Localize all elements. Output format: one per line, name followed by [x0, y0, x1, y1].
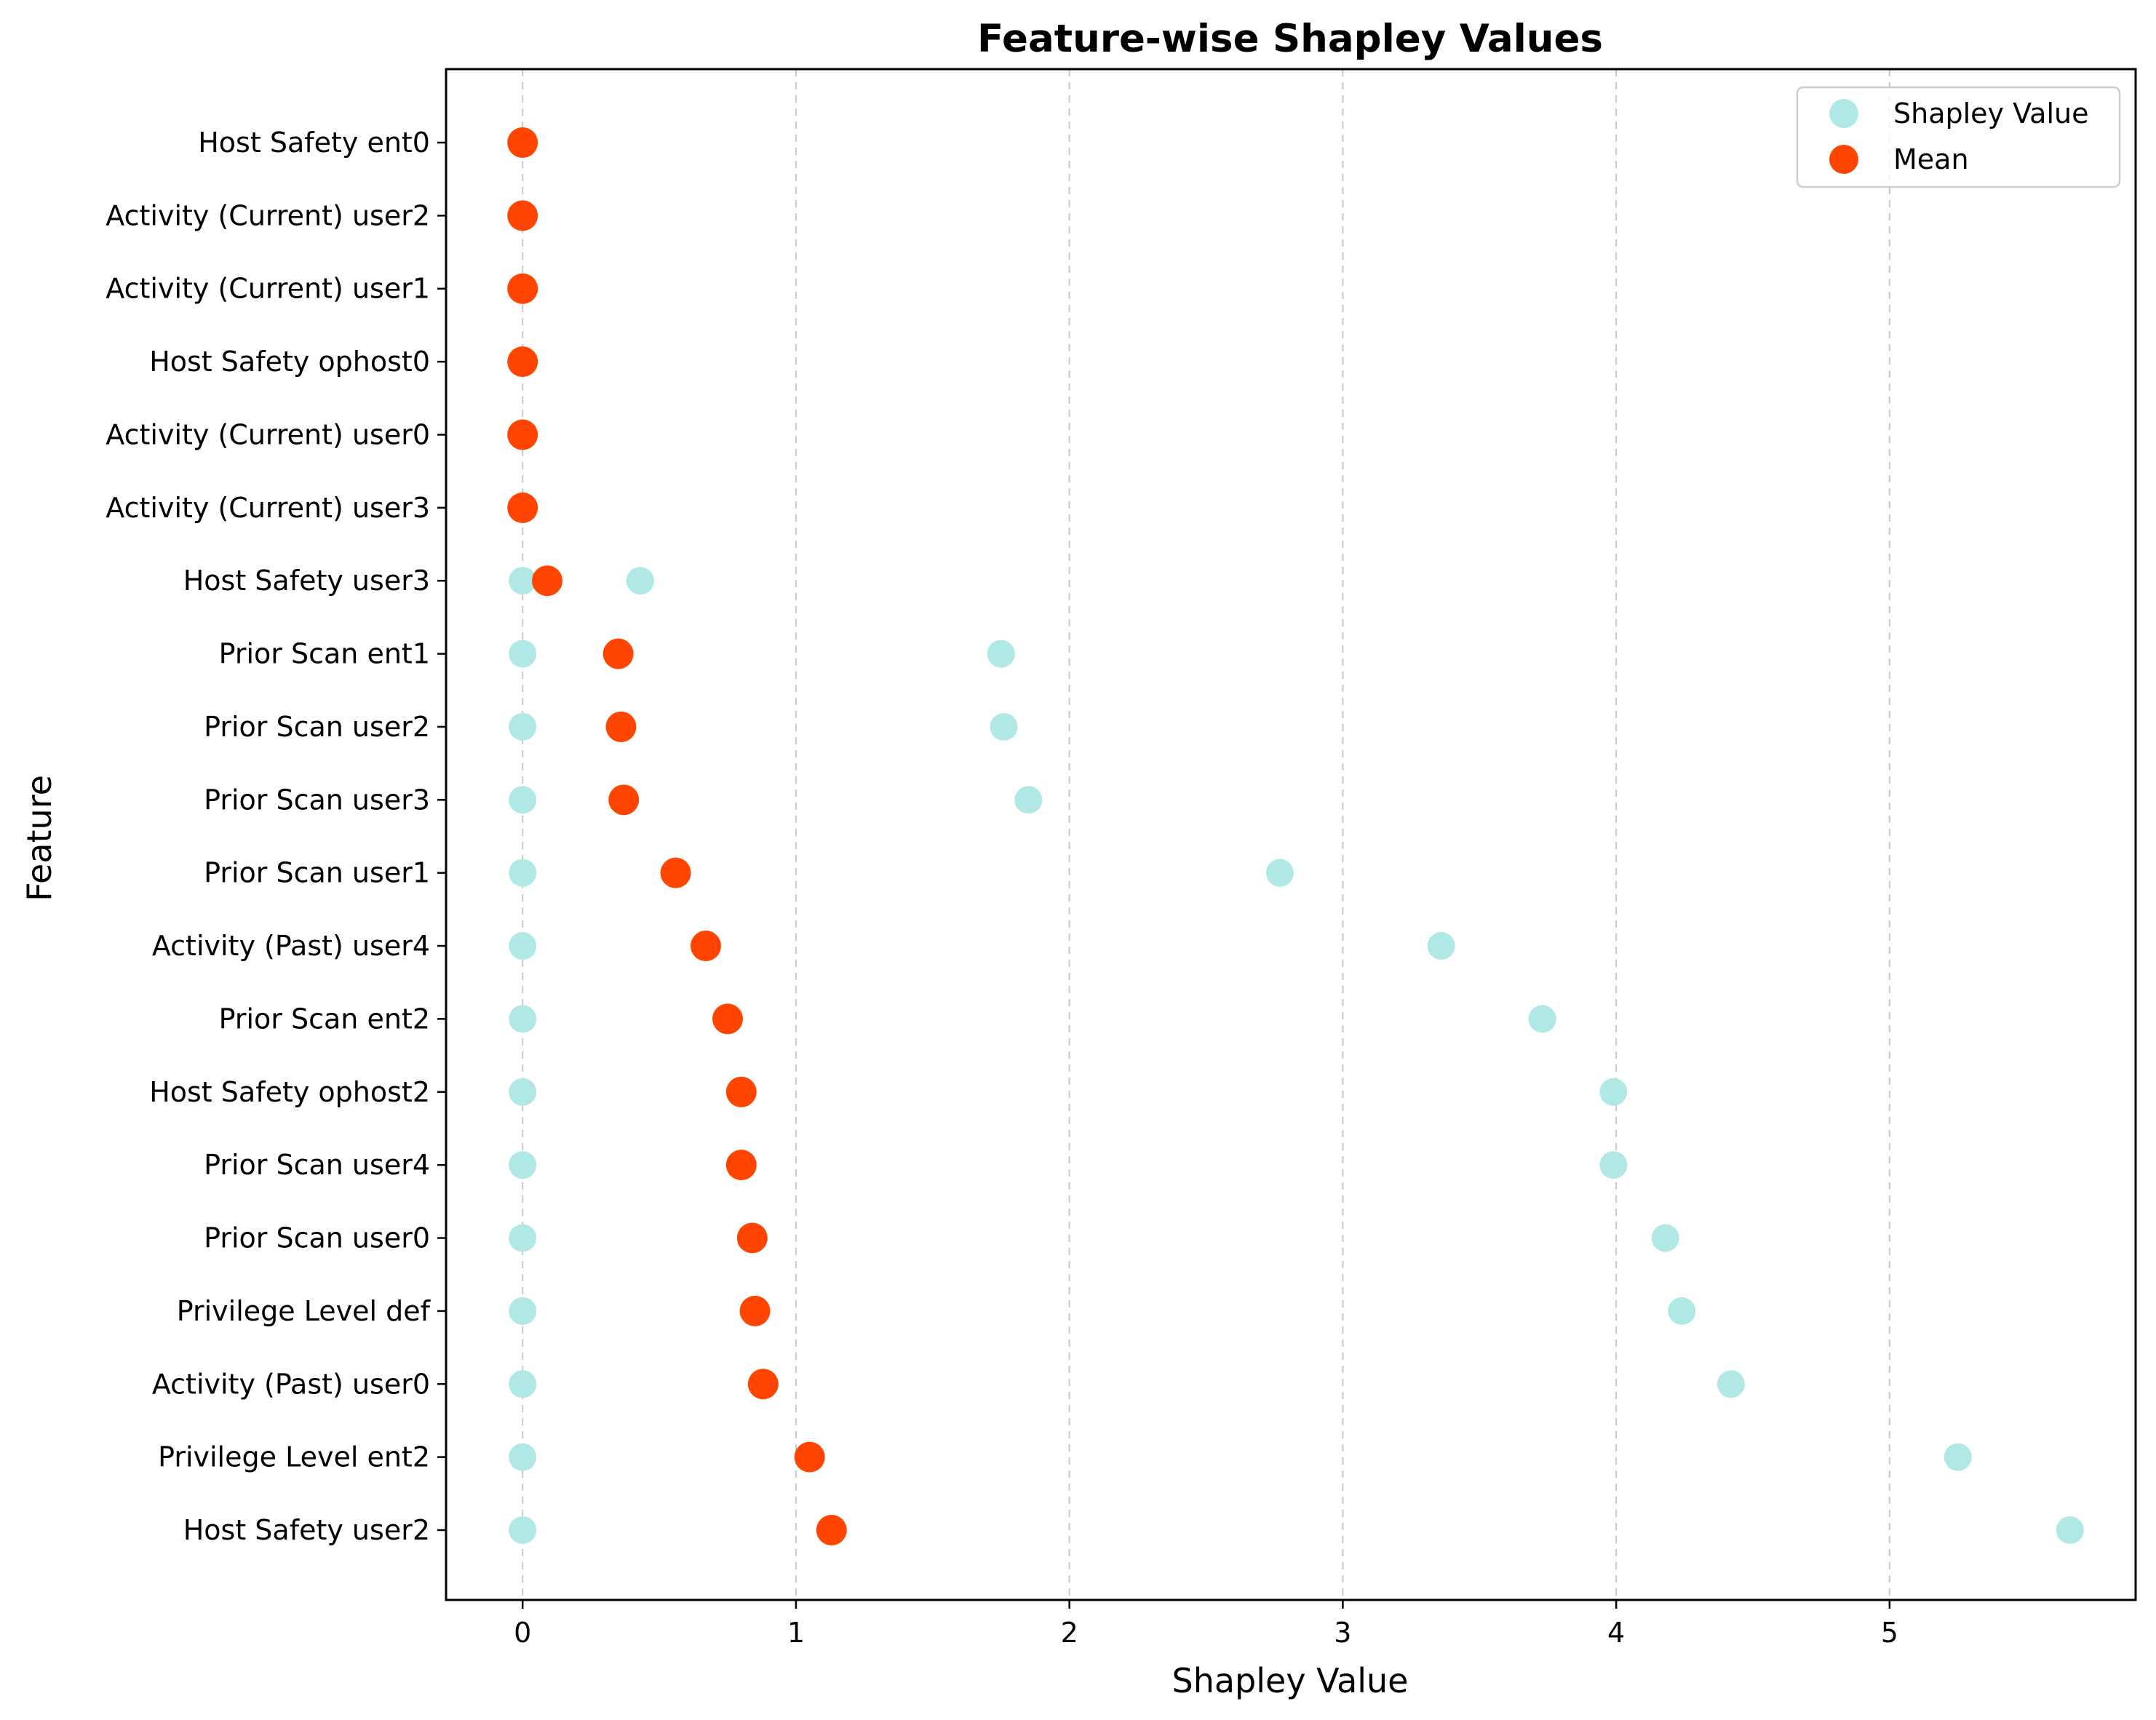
mean-point [725, 1076, 757, 1107]
mean-point [507, 273, 538, 304]
y-tick-label: Host Safety user2 [183, 1514, 430, 1546]
y-tick-label: Prior Scan user3 [204, 784, 430, 816]
shapley-value-point [509, 712, 537, 741]
shapley-value-point [509, 1151, 537, 1179]
y-tick-label: Activity (Past) user0 [152, 1368, 430, 1400]
legend-label-shapley-value: Shapley Value [1893, 97, 2088, 130]
shapley-value-point [509, 932, 537, 960]
y-tick-label: Host Safety ent0 [198, 127, 430, 159]
chart-title: Feature-wise Shapley Values [977, 17, 1603, 61]
y-tick-label: Prior Scan user4 [204, 1149, 430, 1181]
mean-point [816, 1515, 847, 1545]
x-tick-label: 4 [1607, 1617, 1625, 1649]
shapley-value-point [1668, 1297, 1696, 1325]
y-tick-label: Prior Scan ent2 [219, 1003, 430, 1035]
x-tick-label: 0 [514, 1617, 531, 1649]
mean-point [507, 127, 538, 158]
legend-marker-mean [1829, 145, 1858, 174]
shapley-value-point [509, 1078, 537, 1106]
shapley-value-point [1651, 1224, 1679, 1252]
mean-point [602, 638, 634, 669]
plot-frame [445, 68, 2137, 1601]
x-axis-title: Shapley Value [1172, 1661, 1409, 1700]
shapley-value-point [1717, 1370, 1745, 1398]
shapley-value-point [509, 1224, 537, 1252]
mean-point [794, 1441, 825, 1473]
legend-label-mean: Mean [1893, 143, 1969, 175]
x-tick-label: 1 [787, 1617, 805, 1649]
shapley-value-point [509, 1443, 537, 1471]
y-tick-label: Prior Scan ent1 [219, 638, 430, 670]
shapley-value-point [1427, 932, 1455, 960]
y-tick-label: Host Safety ophost0 [149, 346, 430, 378]
mean-point [736, 1222, 768, 1254]
shapley-value-point [509, 640, 537, 668]
mean-point [507, 346, 538, 378]
shapley-value-point [1599, 1151, 1628, 1179]
shapley-value-point [509, 786, 537, 814]
shapley-value-point [509, 1370, 537, 1398]
shapley-value-point [509, 1005, 537, 1033]
shapley-value-point [1528, 1005, 1556, 1033]
y-axis-title: Feature [20, 775, 59, 901]
shapley-value-point [509, 1297, 537, 1325]
mean-point [507, 419, 538, 450]
x-tick-label: 5 [1881, 1617, 1898, 1649]
points-layer [507, 127, 2084, 1545]
x-tick-label: 3 [1334, 1617, 1351, 1649]
legend: Shapley Value Mean [1796, 86, 2121, 188]
mean-point [712, 1003, 743, 1035]
shapley-value-point [987, 640, 1015, 668]
y-tick-label: Activity (Current) user3 [106, 492, 430, 524]
shapley-value-point [1599, 1078, 1628, 1106]
y-tick-label: Prior Scan user0 [204, 1222, 430, 1254]
mean-point [690, 931, 721, 962]
shapley-value-point [2056, 1516, 2084, 1544]
mean-point [532, 565, 563, 597]
shapley-value-point [509, 567, 537, 595]
y-tick-label: Prior Scan user1 [204, 857, 430, 889]
y-tick-label: Activity (Current) user1 [106, 273, 430, 305]
mean-point [507, 492, 538, 523]
shapley-value-point [626, 567, 654, 595]
y-tick-label: Prior Scan user2 [204, 711, 430, 743]
y-tick-label: Host Safety user3 [183, 565, 430, 597]
shapley-value-point [1944, 1443, 1972, 1471]
mean-point [608, 784, 640, 816]
mean-point [507, 200, 538, 231]
shapley-value-point [509, 859, 537, 887]
mean-point [660, 857, 691, 888]
y-tick-label: Activity (Current) user2 [106, 199, 430, 231]
mean-point [739, 1295, 771, 1326]
mean-point [725, 1150, 757, 1181]
shapley-value-point [1014, 786, 1043, 814]
mean-point [747, 1369, 779, 1400]
grid-layer [522, 69, 1890, 1600]
y-tick-label: Activity (Past) user4 [152, 930, 430, 962]
y-tick-label: Privilege Level ent2 [158, 1441, 430, 1473]
mean-point [605, 711, 637, 742]
x-tick-label: 2 [1061, 1617, 1078, 1649]
ticks-layer: 0 1 2 3 4 5 Host Safety ent0 Activity (Current)… [106, 127, 1898, 1649]
legend-marker-shapley-value [1829, 99, 1858, 128]
shapley-value-point [509, 1516, 537, 1544]
shapley-value-point [990, 712, 1018, 741]
legend-frame [1796, 86, 2121, 188]
y-tick-label: Activity (Current) user0 [106, 418, 430, 450]
y-tick-label: Privilege Level def [177, 1295, 431, 1327]
y-tick-label: Host Safety ophost2 [149, 1076, 430, 1108]
shapley-value-point [1265, 859, 1294, 887]
